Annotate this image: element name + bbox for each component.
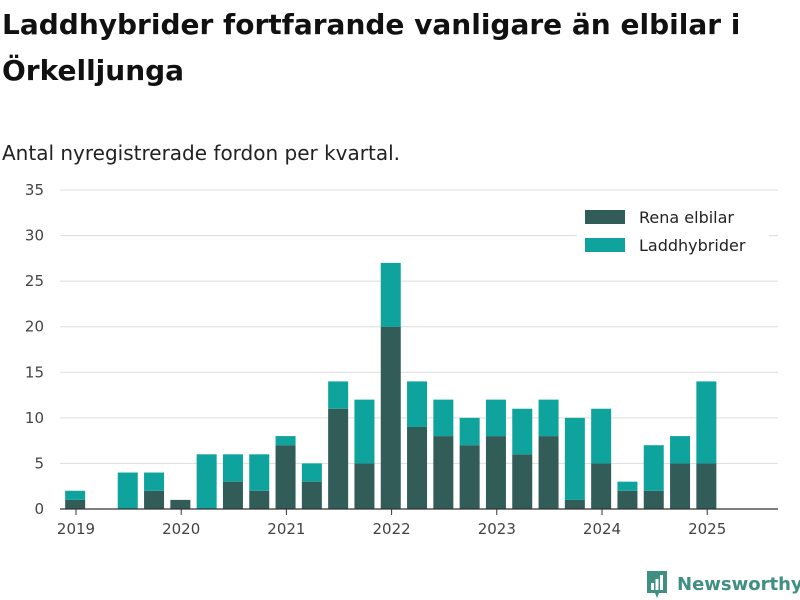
bar-segment-laddhybrider [485,399,506,437]
bar-segment-laddhybrider [117,472,138,509]
y-tick-label: 15 [25,363,44,381]
bar-segment-laddhybrider [407,381,428,427]
x-tick-label: 2024 [583,520,621,538]
y-tick-label: 0 [34,500,44,518]
bar-segment-laddhybrider [433,399,454,437]
bar-segment-laddhybrider [65,490,86,500]
brand: Newsworthy [645,568,800,600]
bar-segment-rena-elbilar [433,436,454,509]
y-tick-label: 25 [25,272,44,290]
bar-segment-rena-elbilar [696,463,717,509]
newsworthy-logo-icon [647,571,667,598]
y-tick-label: 20 [25,318,44,336]
bar-segment-laddhybrider [328,381,349,409]
bar-segment-laddhybrider [459,417,480,446]
bar-segment-rena-elbilar [222,481,243,509]
bar-segment-laddhybrider [249,454,270,491]
y-tick-label: 10 [25,409,44,427]
bar-segment-laddhybrider [617,481,638,491]
bar-segment-rena-elbilar [301,481,322,509]
x-tick-label: 2020 [162,520,200,538]
legend-swatch-laddhybrider [585,238,625,252]
x-tick-label: 2021 [267,520,305,538]
legend-label-laddhybrider: Laddhybrider [639,236,746,255]
x-tick-label: 2019 [57,520,95,538]
bar-segment-rena-elbilar [170,499,191,509]
bar-segment-rena-elbilar [591,463,612,509]
bar-segment-laddhybrider [144,472,165,491]
legend: Rena elbilar Laddhybrider [577,204,769,266]
x-tick-label: 2023 [478,520,516,538]
bar-segment-rena-elbilar [617,490,638,509]
brand-name: Newsworthy [677,573,800,595]
bar-segment-rena-elbilar [65,499,86,509]
bar-segment-rena-elbilar [512,454,533,509]
bar-segment-rena-elbilar [407,426,428,509]
legend-swatch-rena-elbilar [585,210,625,224]
bar-segment-rena-elbilar [459,445,480,509]
bar-segment-rena-elbilar [354,463,375,509]
bar-segment-laddhybrider [222,454,243,482]
bar-segment-rena-elbilar [328,408,349,509]
bar-segment-laddhybrider [380,262,401,327]
bar-segment-rena-elbilar [249,490,270,509]
bar-segment-rena-elbilar [538,436,559,509]
bar-segment-rena-elbilar [144,490,165,509]
y-tick-label: 35 [25,181,44,199]
bar-segment-laddhybrider [196,454,217,509]
bar-segment-rena-elbilar [275,445,296,509]
x-tick-label: 2025 [688,520,726,538]
bar-segment-rena-elbilar [485,436,506,509]
legend-label-rena-elbilar: Rena elbilar [639,208,734,227]
bar-segment-rena-elbilar [670,463,691,509]
bar-segment-laddhybrider [591,408,612,464]
bar-segment-laddhybrider [301,463,322,482]
y-tick-label: 30 [25,227,44,245]
bar-segment-laddhybrider [512,408,533,455]
bar-segment-laddhybrider [696,381,717,464]
chart-subtitle: Antal nyregistrerade fordon per kvartal. [2,141,401,165]
bar-segment-laddhybrider [564,417,585,500]
x-tick-label: 2022 [373,520,411,538]
bar-segment-rena-elbilar [380,326,401,509]
bar-segment-laddhybrider [538,399,559,437]
bar-segment-laddhybrider [670,436,691,464]
chart-title: Laddhybrider fortfarande vanligare än el… [2,8,741,87]
bar-segment-rena-elbilar [643,490,664,509]
bar-segment-laddhybrider [643,445,664,491]
bar-segment-laddhybrider [354,399,375,464]
y-tick-label: 5 [34,454,44,472]
bars [65,262,717,509]
bar-segment-laddhybrider [275,436,296,446]
bar-segment-rena-elbilar [564,499,585,509]
